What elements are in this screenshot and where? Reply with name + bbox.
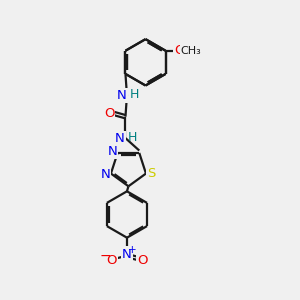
Text: N: N	[122, 248, 132, 260]
Text: CH₃: CH₃	[180, 46, 201, 56]
Text: −: −	[99, 249, 111, 263]
Text: N: N	[117, 89, 127, 102]
Text: N: N	[101, 168, 110, 181]
Text: O: O	[174, 44, 185, 57]
Text: O: O	[106, 254, 117, 267]
Text: O: O	[104, 106, 114, 120]
Text: H: H	[128, 131, 138, 144]
Text: +: +	[128, 244, 136, 255]
Text: N: N	[115, 132, 125, 145]
Text: N: N	[107, 145, 117, 158]
Text: H: H	[130, 88, 139, 101]
Text: S: S	[147, 167, 155, 180]
Text: O: O	[137, 254, 148, 267]
